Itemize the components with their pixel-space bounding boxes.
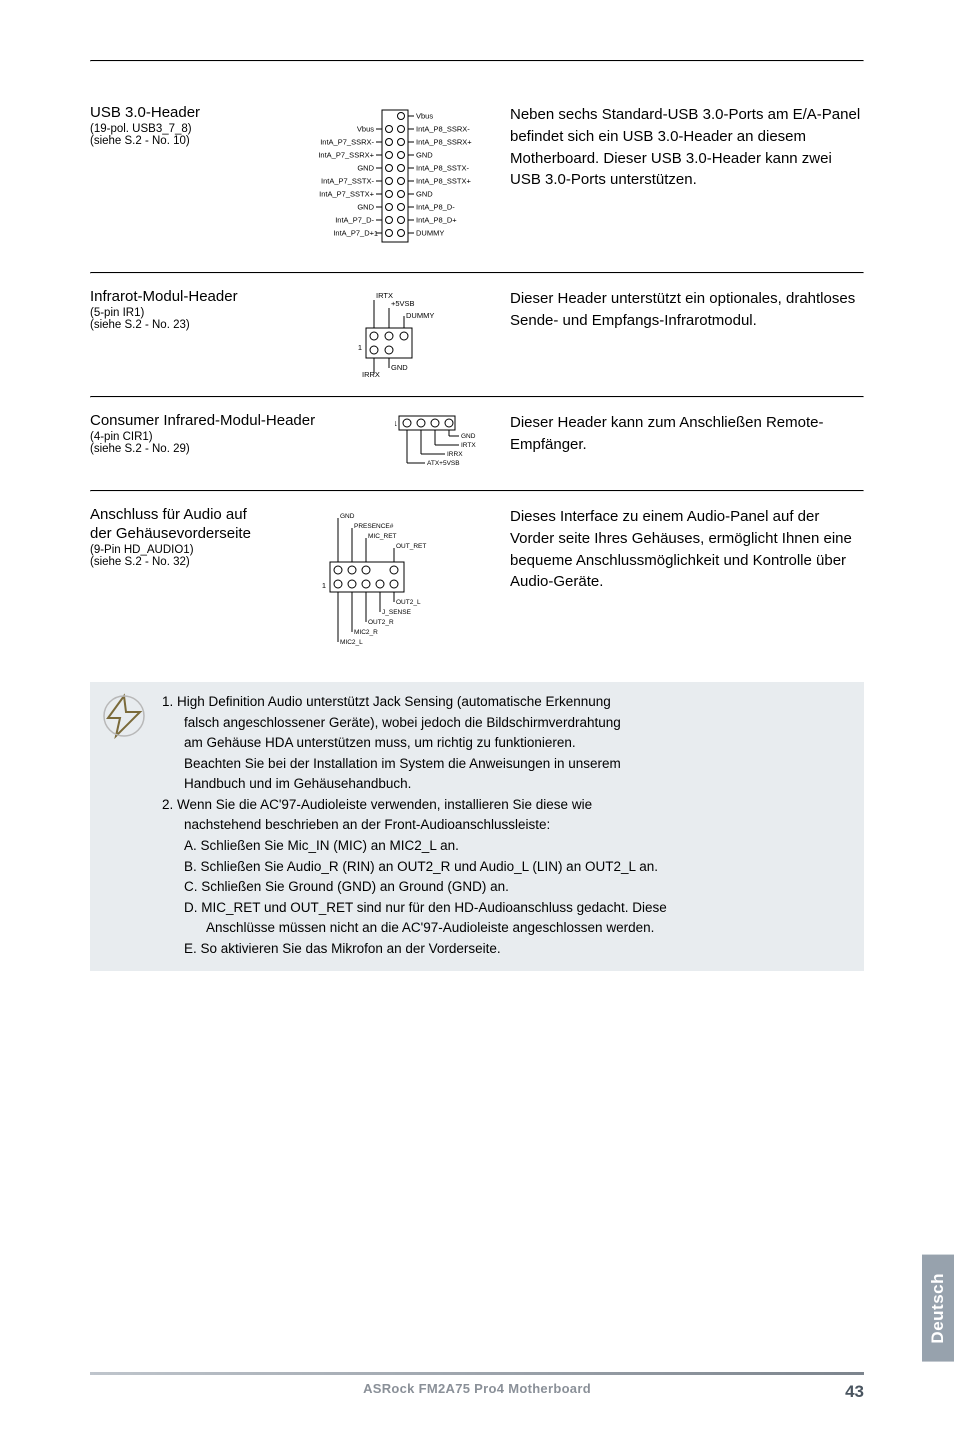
svg-text:IntA_P8_D-: IntA_P8_D- [416, 203, 455, 212]
cir-sub2: (siehe S.2 - No. 29) [90, 443, 390, 455]
svg-text:MIC2_L: MIC2_L [340, 639, 363, 646]
svg-text:GND: GND [416, 190, 433, 199]
svg-text:PRESENCE#: PRESENCE# [354, 523, 394, 530]
svg-text:DUMMY: DUMMY [406, 311, 434, 320]
svg-text:IntA_P7_SSRX+: IntA_P7_SSRX+ [318, 151, 374, 160]
audio-body: Dieses Interface zu einem Audio-Panel au… [510, 506, 864, 593]
svg-text:GND: GND [340, 513, 355, 520]
svg-text:IntA_P7_SSRX-: IntA_P7_SSRX- [320, 138, 374, 147]
ir-pinout-diagram: 1 IRTX +5VSB DUMMY GND IRRX [340, 288, 450, 378]
svg-text:IntA_P7_D+: IntA_P7_D+ [333, 229, 374, 238]
callout-line: nachstehend beschrieben an der Front-Aud… [162, 815, 667, 835]
callout-line: 1. High Definition Audio unterstützt Jac… [162, 692, 667, 712]
svg-text:1: 1 [395, 419, 397, 428]
svg-text:MIC2_R: MIC2_R [354, 629, 378, 636]
svg-text:OUT2_R: OUT2_R [368, 619, 394, 626]
callout-line: E. So aktivieren Sie das Mikrofon an der… [162, 939, 667, 959]
svg-text:IntA_P8_SSRX+: IntA_P8_SSRX+ [416, 138, 472, 147]
callout-text: 1. High Definition Audio unterstützt Jac… [162, 692, 667, 959]
section-ir: Infrarot-Modul-Header (5-pin IR1) (siehe… [90, 274, 864, 396]
footer-text: ASRock FM2A75 Pro4 Motherboard [90, 1381, 864, 1396]
ir-sub1: (5-pin IR1) [90, 307, 290, 319]
svg-text:IntA_P7_SSTX+: IntA_P7_SSTX+ [319, 190, 374, 199]
svg-text:IRRX: IRRX [362, 370, 380, 378]
svg-text:1: 1 [358, 343, 362, 352]
footer: ASRock FM2A75 Pro4 Motherboard 43 [90, 1372, 864, 1396]
lightning-icon [100, 692, 148, 740]
callout-line: 2. Wenn Sie die AC'97-Audioleiste verwen… [162, 795, 667, 815]
callout-line: A. Schließen Sie Mic_IN (MIC) an MIC2_L … [162, 836, 667, 856]
page-number: 43 [845, 1382, 864, 1402]
svg-text:GND: GND [461, 433, 476, 440]
svg-text:GND: GND [391, 363, 408, 372]
svg-text:IntA_P8_SSTX+: IntA_P8_SSTX+ [416, 177, 471, 186]
language-tab: Deutsch [922, 1255, 954, 1362]
ir-sub2: (siehe S.2 - No. 23) [90, 319, 290, 331]
svg-text:IRTX: IRTX [461, 442, 476, 449]
cir-sub1: (4-pin CIR1) [90, 431, 390, 443]
callout-line: Anschlüsse müssen nicht an die AC'97-Aud… [162, 918, 667, 938]
svg-text:IntA_P7_D-: IntA_P7_D- [335, 216, 374, 225]
callout-line: D. MIC_RET und OUT_RET sind nur für den … [162, 898, 667, 918]
usb-sub1: (19-pol. USB3_7_8) [90, 123, 290, 135]
svg-text:Vbus: Vbus [357, 125, 374, 134]
section-cir: Consumer Infrared-Modul-Header (4-pin CI… [90, 398, 864, 490]
callout-line: B. Schließen Sie Audio_R (RIN) an OUT2_R… [162, 857, 667, 877]
svg-text:IRRX: IRRX [447, 451, 463, 458]
svg-text:GND: GND [357, 203, 374, 212]
svg-text:IntA_P8_SSTX-: IntA_P8_SSTX- [416, 164, 469, 173]
cir-title: Consumer Infrared-Modul-Header [90, 412, 390, 429]
callout-line: Beachten Sie bei der Installation im Sys… [162, 754, 667, 774]
callout-line: falsch angeschlossener Geräte), wobei je… [162, 713, 667, 733]
usb-title: USB 3.0-Header [90, 104, 290, 121]
svg-text:ATX+5VSB: ATX+5VSB [427, 460, 460, 467]
section-audio: Anschluss für Audio auf der Gehäusevorde… [90, 492, 864, 664]
svg-text:OUT_RET: OUT_RET [396, 543, 426, 550]
usb-sub2: (siehe S.2 - No. 10) [90, 135, 290, 147]
svg-text:+5VSB: +5VSB [391, 299, 415, 308]
audio-sub1: (9-Pin HD_AUDIO1) [90, 544, 290, 556]
audio-title2: der Gehäusevorderseite [90, 525, 290, 542]
footer-rule [90, 1372, 864, 1375]
svg-text:OUT2_L: OUT2_L [396, 599, 421, 606]
svg-text:1: 1 [374, 229, 378, 238]
svg-text:GND: GND [416, 151, 433, 160]
section-usb: USB 3.0-Header (19-pol. USB3_7_8) (siehe… [90, 90, 864, 272]
callout-box: 1. High Definition Audio unterstützt Jac… [90, 682, 864, 971]
svg-text:MIC_RET: MIC_RET [368, 533, 397, 540]
audio-title1: Anschluss für Audio auf [90, 506, 290, 523]
svg-text:J_SENSE: J_SENSE [382, 609, 412, 616]
audio-pinout-diagram: 1 GND PRESENCE# MIC_RET OUT_RET OUT2_L J… [310, 506, 480, 646]
svg-text:1: 1 [322, 581, 326, 590]
svg-text:IntA_P8_SSRX-: IntA_P8_SSRX- [416, 125, 470, 134]
cir-body: Dieser Header kann zum Anschließen Remot… [510, 412, 864, 456]
svg-text:GND: GND [357, 164, 374, 173]
usb-pinout-diagram: Vbus IntA_P8_SSRX- Vbus IntA_P8_SSRX+ IntA_P… [300, 104, 490, 254]
svg-text:IntA_P8_D+: IntA_P8_D+ [416, 216, 457, 225]
cir-pinout-diagram: 1 GND IRTX IRRX ATX+5VSB [395, 412, 495, 472]
callout-line: C. Schließen Sie Ground (GND) an Ground … [162, 877, 667, 897]
svg-text:Vbus: Vbus [416, 112, 433, 121]
svg-text:IntA_P7_SSTX-: IntA_P7_SSTX- [321, 177, 374, 186]
callout-line: Handbuch und im Gehäusehandbuch. [162, 774, 667, 794]
ir-title: Infrarot-Modul-Header [90, 288, 290, 305]
usb-body: Neben sechs Standard-USB 3.0-Ports am E/… [510, 104, 864, 191]
callout-line: am Gehäuse HDA unterstützen muss, um ric… [162, 733, 667, 753]
ir-body: Dieser Header unterstützt ein optionales… [510, 288, 864, 332]
svg-text:DUMMY: DUMMY [416, 229, 444, 238]
audio-sub2: (siehe S.2 - No. 32) [90, 556, 290, 568]
